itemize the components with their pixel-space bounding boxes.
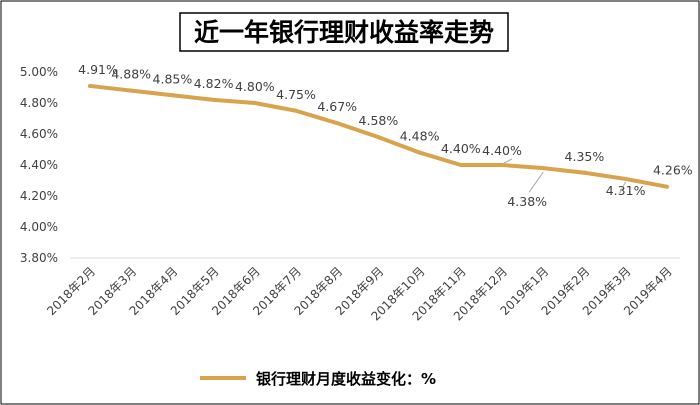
data-point bbox=[623, 176, 628, 181]
y-tick-label: 4.00% bbox=[20, 220, 58, 234]
data-label: 4.85% bbox=[153, 71, 193, 86]
data-label: 4.91% bbox=[78, 62, 118, 77]
y-tick-label: 4.40% bbox=[20, 158, 58, 172]
data-point bbox=[252, 101, 257, 105]
legend-label: 银行理财月度收益变化：% bbox=[256, 370, 436, 388]
data-point bbox=[376, 135, 381, 140]
data-label: 4.40% bbox=[482, 143, 522, 158]
series-group bbox=[88, 83, 669, 189]
data-label: 4.26% bbox=[653, 163, 693, 178]
data-label: 4.67% bbox=[317, 99, 357, 114]
y-tick-label: 4.20% bbox=[20, 189, 58, 203]
label-leader-line bbox=[503, 158, 513, 164]
label-leader-line bbox=[619, 181, 627, 194]
data-point bbox=[417, 150, 422, 155]
data-label: 4.80% bbox=[235, 79, 275, 94]
data-point bbox=[500, 163, 504, 167]
data-point bbox=[458, 163, 463, 167]
label-leader-line bbox=[528, 171, 544, 193]
data-point bbox=[170, 93, 175, 98]
data-point bbox=[211, 97, 216, 102]
data-point bbox=[294, 108, 298, 113]
data-point bbox=[335, 121, 340, 126]
data-label: 4.35% bbox=[565, 149, 605, 164]
chart-title-box bbox=[179, 12, 509, 52]
legend: 银行理财月度收益变化：% bbox=[200, 370, 436, 388]
data-label: 4.48% bbox=[400, 129, 440, 144]
y-tick-label: 5.00% bbox=[20, 65, 58, 79]
y-tick-label: 4.60% bbox=[20, 127, 58, 141]
y-axis: 3.80% 4.00% 4.20% 4.40% 4.60% 4.80% 5.00% bbox=[20, 65, 58, 265]
data-point bbox=[582, 170, 587, 175]
data-point bbox=[129, 88, 134, 93]
chart-title: 近一年银行理财收益率走势 bbox=[194, 18, 494, 47]
data-labels: 4.91%4.88% 4.85% 4.82% 4.80%4.75%4.67%4.58%… bbox=[78, 62, 693, 209]
data-label: 4.88% bbox=[111, 67, 151, 82]
y-tick-label: 4.80% bbox=[20, 96, 58, 110]
data-label: 4.38% bbox=[507, 194, 547, 209]
data-label: 4.31% bbox=[606, 183, 646, 198]
y-tick-label: 3.80% bbox=[20, 251, 58, 265]
data-label: 4.75% bbox=[276, 87, 316, 102]
data-point bbox=[88, 83, 92, 88]
data-label: 4.40% bbox=[441, 141, 481, 156]
data-point bbox=[664, 184, 669, 189]
data-label: 4.82% bbox=[194, 76, 234, 91]
data-label: 4.58% bbox=[359, 113, 399, 128]
data-point bbox=[541, 166, 546, 171]
